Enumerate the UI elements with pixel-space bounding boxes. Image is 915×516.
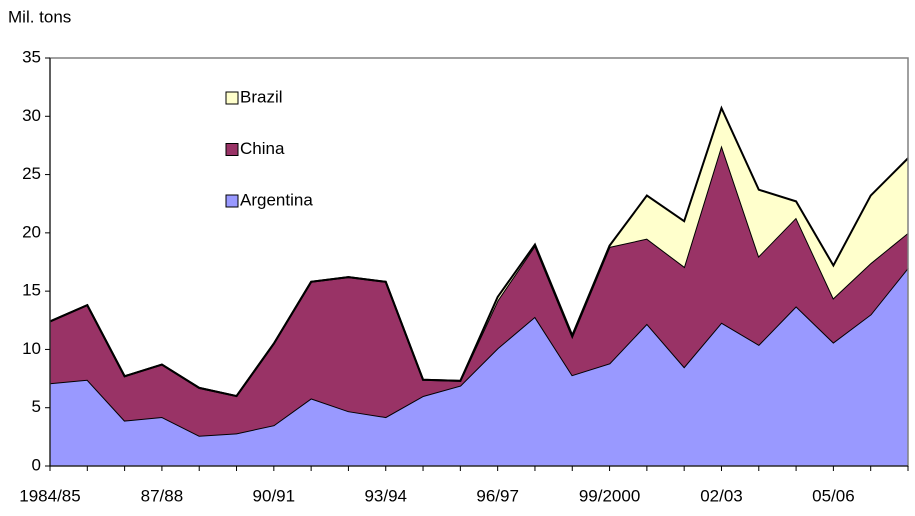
y-tick-label: 35 bbox=[22, 47, 41, 66]
y-tick-label: 20 bbox=[22, 222, 41, 241]
y-axis-label: Mil. tons bbox=[8, 7, 71, 26]
y-tick-label: 15 bbox=[22, 281, 41, 300]
y-tick-label: 10 bbox=[22, 339, 41, 358]
y-tick-label: 5 bbox=[32, 397, 41, 416]
y-tick-label: 25 bbox=[22, 164, 41, 183]
x-tick-label: 90/91 bbox=[253, 486, 296, 505]
legend-swatch bbox=[225, 143, 239, 156]
x-tick-label: 05/06 bbox=[812, 486, 855, 505]
legend-swatch bbox=[225, 194, 239, 208]
area-edge bbox=[49, 105, 909, 398]
x-tick-label: 1984/85 bbox=[19, 486, 80, 505]
y-tick-label: 30 bbox=[22, 106, 41, 125]
legend-label: China bbox=[240, 139, 285, 158]
y-tick-label: 0 bbox=[32, 455, 41, 474]
x-tick-label: 96/97 bbox=[476, 486, 519, 505]
x-tick-label: 99/2000 bbox=[579, 486, 640, 505]
area bbox=[50, 145, 908, 436]
legend-label: Argentina bbox=[240, 190, 313, 209]
legend-label: Brazil bbox=[240, 87, 283, 106]
x-tick-label: 02/03 bbox=[700, 486, 743, 505]
legend-swatch bbox=[225, 91, 239, 105]
x-tick-label: 87/88 bbox=[141, 486, 184, 505]
x-tick-label: 93/94 bbox=[364, 486, 407, 505]
